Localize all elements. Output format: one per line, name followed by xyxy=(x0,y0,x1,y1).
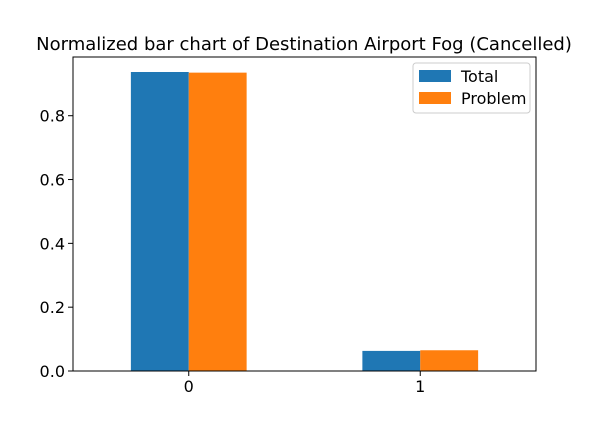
axes-layer: 0.0 0.2 0.4 0.6 0.8 0 1 xyxy=(40,56,537,396)
x-tick-label: 0 xyxy=(184,377,194,396)
y-tick-label: 0.4 xyxy=(40,234,65,253)
legend-label-problem: Problem xyxy=(461,89,526,108)
bar-total-0 xyxy=(130,72,189,371)
y-tick-label: 0.0 xyxy=(40,362,65,381)
y-tick-label: 0.8 xyxy=(40,107,65,126)
y-tick-label: 0.6 xyxy=(40,171,65,190)
chart-title: Normalized bar chart of Destination Airp… xyxy=(36,34,572,55)
legend-swatch-problem xyxy=(419,92,451,104)
legend-label-total: Total xyxy=(460,67,498,86)
bar-total-1 xyxy=(362,350,421,371)
bar-problem-1 xyxy=(420,350,479,371)
x-tick-label: 1 xyxy=(415,377,425,396)
y-tick-label: 0.2 xyxy=(40,298,65,317)
legend-swatch-total xyxy=(419,70,451,82)
legend: Total Problem xyxy=(412,62,531,114)
plot-frame xyxy=(72,56,537,372)
bar-problem-0 xyxy=(188,72,247,371)
bars-layer xyxy=(130,72,479,371)
